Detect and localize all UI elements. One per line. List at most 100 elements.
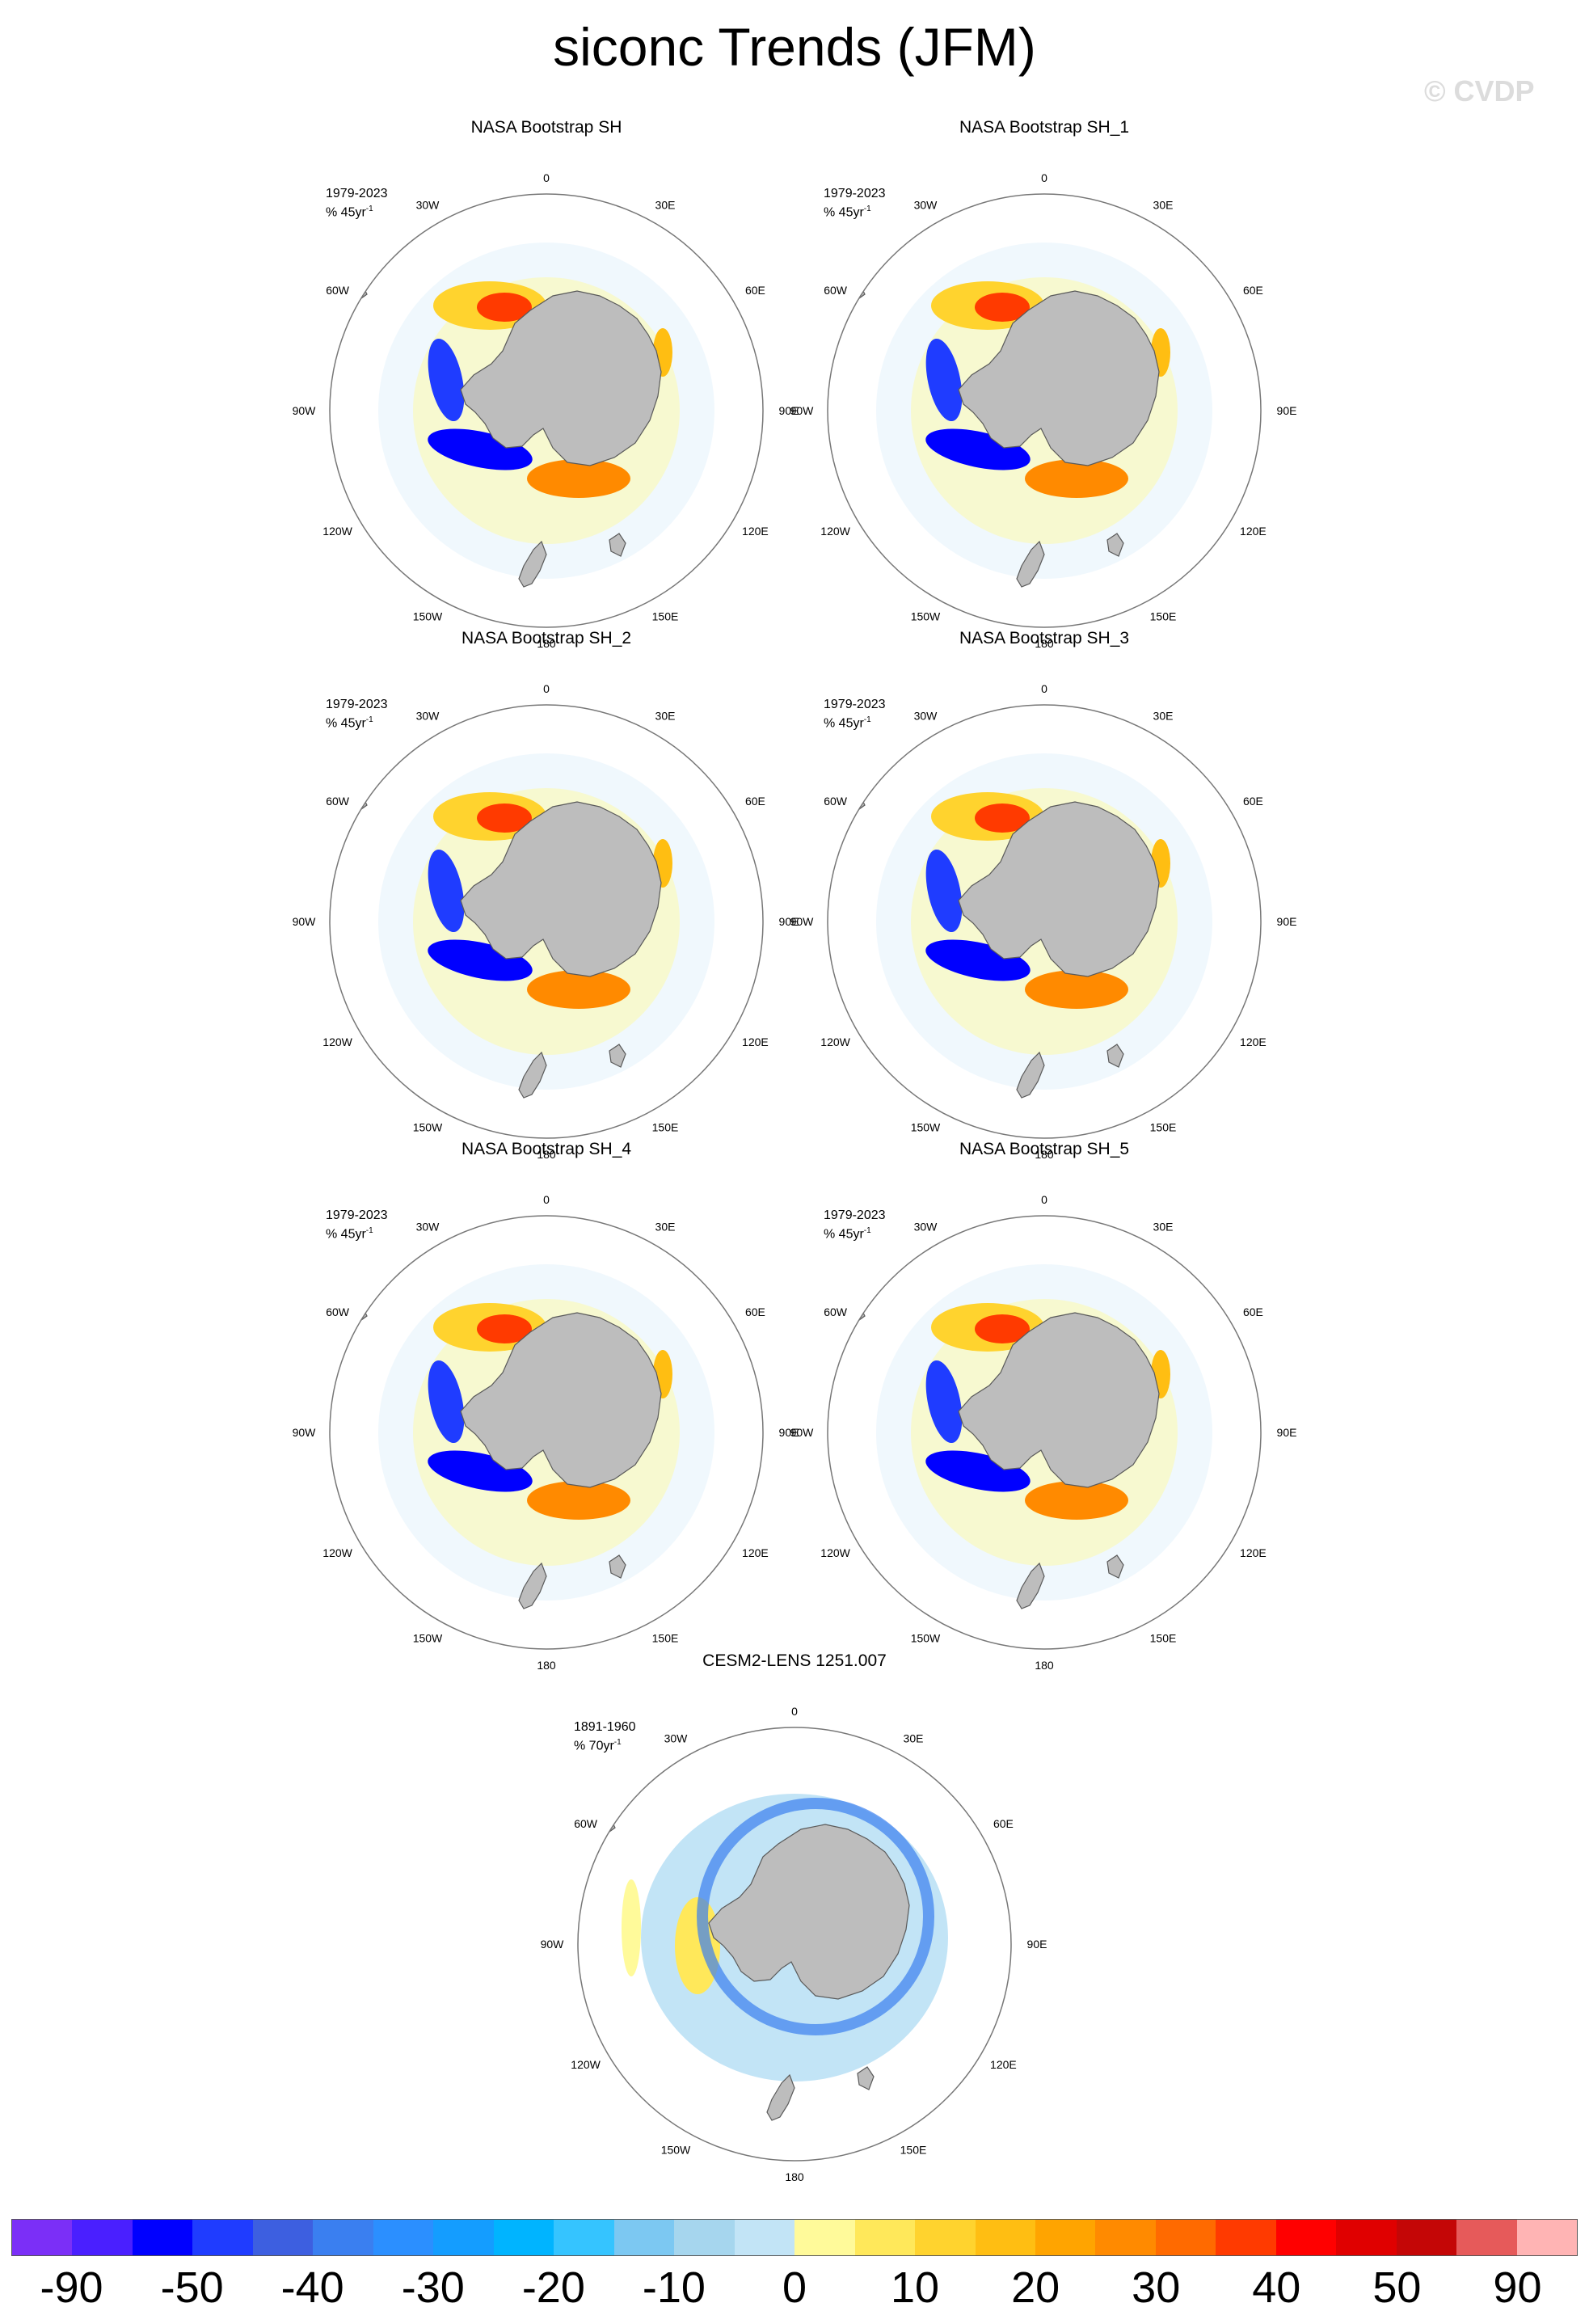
longitude-label: 30E (655, 709, 676, 722)
longitude-label: 180 (1035, 1148, 1054, 1161)
ross-positive (1025, 459, 1128, 498)
tasmania-land (1106, 1554, 1124, 1579)
trend-unit-text: % 45yr (326, 716, 366, 731)
antarctica-land (460, 801, 662, 977)
tasmania-land (1106, 533, 1124, 557)
longitude-label: 30E (1153, 1220, 1174, 1233)
colorbar-tick-label: 50 (1372, 2263, 1422, 2312)
tasmania-land (609, 533, 626, 557)
antarctica-land (460, 290, 662, 466)
trend-metadata: 1979-2023 % 45yr-1 (326, 186, 388, 220)
antarctica-land (958, 801, 1160, 977)
new-zealand-land (1016, 1051, 1045, 1099)
bellingshausen-negative (428, 1360, 465, 1444)
trend-unit: % 45yr-1 (326, 712, 388, 731)
colorbar-swatch (433, 2220, 494, 2255)
longitude-label: 30W (416, 1220, 440, 1233)
ross-positive (527, 970, 630, 1009)
longitude-label: 0 (1041, 171, 1047, 184)
trend-period: 1979-2023 (824, 698, 886, 711)
map-panel: NASA Bootstrap SH_3 0 30E 60E 90E 120E 150E 180… (786, 629, 1303, 1180)
colorbar-swatch (734, 2220, 795, 2255)
longitude-label: 150W (911, 1121, 941, 1134)
colorbar-swatch (975, 2220, 1035, 2255)
longitude-label: 150W (413, 1121, 443, 1134)
trend-metadata: 1979-2023% 45yr-1 (824, 697, 886, 731)
polar-map: 0 30E 60E 90E 120E 150E 180 150W 120W 90W 60W 30W (293, 171, 799, 650)
panel-title: NASA Bootstrap SH (470, 118, 622, 137)
colorbar-swatch (1275, 2220, 1337, 2255)
tasmania-land (1106, 1044, 1124, 1068)
colorbar-swatch (12, 2220, 73, 2255)
longitude-label: 90W (293, 915, 317, 928)
longitude-label: 120W (322, 525, 352, 538)
longitude-label: 60E (745, 1305, 765, 1318)
weddell-max (975, 293, 1030, 322)
trend-unit-text: % 45yr (326, 1227, 366, 1242)
map-boundary (329, 704, 764, 1139)
new-zealand-land (518, 1051, 547, 1099)
longitude-label: 60E (745, 795, 765, 808)
longitude-label: 90E (1277, 915, 1297, 928)
trend-unit-text: % 45yr (326, 205, 366, 220)
longitude-label: 120W (571, 2058, 601, 2071)
longitude-label: 150E (1150, 1632, 1177, 1645)
longitude-label: 120W (820, 1035, 850, 1048)
trend-unit-exponent: -1 (365, 205, 373, 213)
longitude-label: 60W (824, 1305, 848, 1318)
longitude-label: 150W (911, 1632, 941, 1645)
new-zealand-land (1016, 540, 1045, 588)
longitude-label: 30E (655, 1220, 676, 1233)
longitude-label: 30E (1153, 709, 1174, 722)
colorbar-swatch (1456, 2220, 1517, 2255)
longitude-label: 120E (742, 1035, 769, 1048)
panel-title: NASA Bootstrap SH_4 (461, 1140, 632, 1158)
longitude-label: 60W (326, 1305, 350, 1318)
longitude-label: 180 (537, 637, 556, 650)
longitude-label: 30E (655, 198, 676, 211)
map-panel: CESM2-LENS 1251.007 0 30E 60E 90E 120E 150E 180… (536, 1651, 1053, 2203)
colorbar-swatch (1155, 2220, 1216, 2255)
polar-map: 0 30E 60E 90E 120E 150E 180 150W 120W 90W 60W 30W (293, 682, 799, 1161)
longitude-label: 60W (326, 284, 350, 297)
longitude-label: 90E (1277, 1426, 1297, 1439)
colorbar-tick-label: 90 (1493, 2263, 1542, 2312)
polar-map: 0 30E 60E 90E 120E 150E 180 150W 120W 90W 60W 30W (541, 1705, 1047, 2183)
map-panel: NASA Bootstrap SH_1 0 30E 60E 90E 120E 150E 180… (786, 118, 1303, 669)
bellingshausen-negative (428, 849, 465, 933)
longitude-label: 30E (904, 1731, 924, 1744)
longitude-label: 150W (413, 610, 443, 623)
antarctica-land (708, 1824, 910, 2000)
longitude-label: 30W (416, 709, 440, 722)
trend-unit: % 45yr-1 (326, 1223, 388, 1242)
longitude-label: 120E (1240, 525, 1267, 538)
longitude-label: 30W (914, 709, 938, 722)
trend-period: 1979-2023 (326, 698, 388, 711)
colorbar-tick-label: 10 (891, 2263, 940, 2312)
longitude-label: 90E (1277, 404, 1297, 417)
trend-metadata: 1979-2023% 45yr-1 (824, 1208, 886, 1242)
colorbar-swatch (854, 2220, 916, 2255)
map-boundary (827, 1215, 1262, 1650)
colorbar-tick-label: 0 (782, 2263, 807, 2312)
longitude-label: 90W (293, 404, 317, 417)
longitude-label: 120W (322, 1546, 352, 1559)
colorbar-swatch (1516, 2220, 1578, 2255)
weddell-max (975, 803, 1030, 833)
ross-positive (1025, 1481, 1128, 1520)
weddell-max (477, 1314, 532, 1343)
trend-unit: % 45yr-1 (824, 712, 886, 731)
trend-period: 1979-2023 (824, 187, 886, 200)
trend-period: 1979-2023 (326, 187, 388, 200)
longitude-label: 150E (1150, 610, 1177, 623)
trend-unit-exponent: -1 (365, 1226, 373, 1235)
longitude-label: 60E (1243, 795, 1263, 808)
polar-map: 0 30E 60E 90E 120E 150E 180 150W 120W 90W 60W 30W (790, 171, 1297, 650)
panel-title: NASA Bootstrap SH_3 (959, 629, 1130, 647)
longitude-label: 60W (574, 1817, 598, 1830)
polar-map: 0 30E 60E 90E 120E 150E 180 150W 120W 90W 60W 30W (293, 1193, 799, 1672)
cvdp-watermark: © CVDP (1424, 74, 1535, 108)
longitude-label: 0 (543, 1193, 550, 1206)
trend-unit: % 45yr-1 (824, 201, 886, 220)
longitude-label: 0 (1041, 682, 1047, 695)
